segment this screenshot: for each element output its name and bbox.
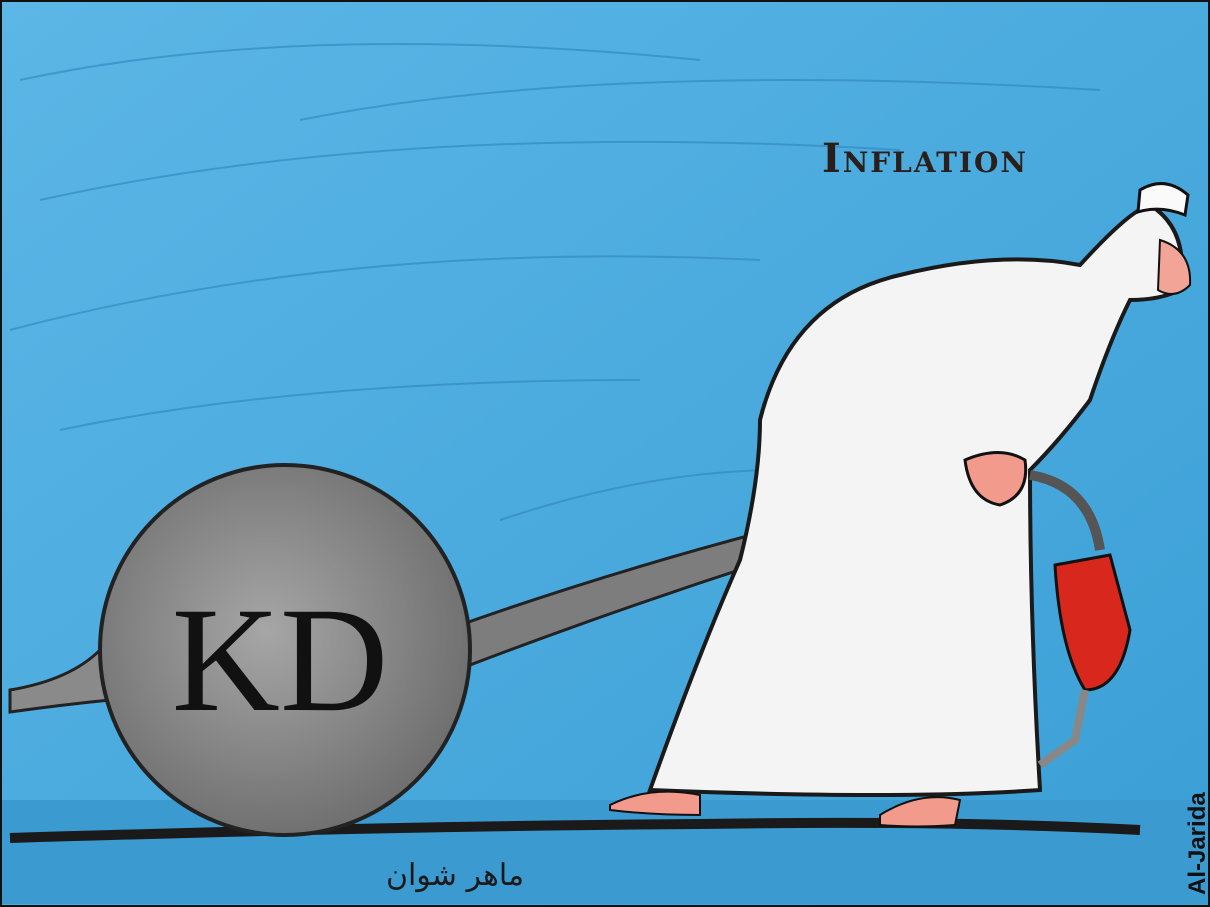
page: KD Inflation ماهر شوان Al-Jarida (() => … bbox=[0, 0, 1210, 907]
ball-label: KD bbox=[172, 577, 389, 743]
signature: ماهر شوان bbox=[386, 858, 524, 893]
cartoon: KD Inflation ماهر شوان Al-Jarida bbox=[0, 0, 1210, 907]
head-cap bbox=[1138, 184, 1188, 215]
credit: Al-Jarida bbox=[1184, 792, 1210, 895]
title: Inflation bbox=[822, 135, 1028, 182]
ground bbox=[2, 800, 1208, 904]
